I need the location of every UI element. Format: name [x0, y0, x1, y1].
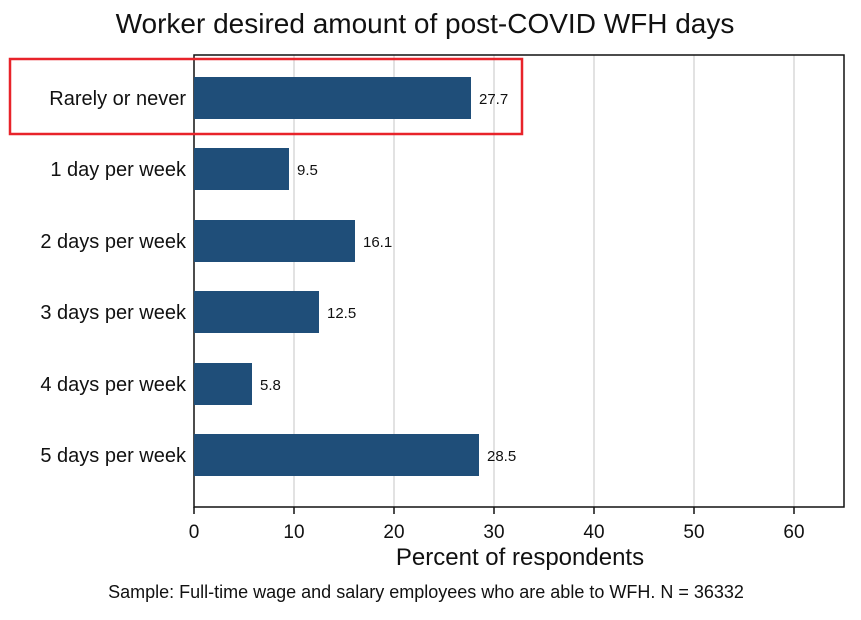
chart-title: Worker desired amount of post-COVID WFH … [116, 8, 735, 39]
bars [194, 77, 479, 476]
x-tick-label: 20 [383, 522, 404, 543]
x-tick-label: 40 [583, 522, 604, 543]
category-labels: Rarely or never 1 day per week 2 days per … [40, 88, 187, 467]
data-label: 5.8 [260, 377, 281, 394]
x-axis-ticks: 0 10 20 30 40 50 60 [189, 507, 805, 543]
bar [194, 77, 471, 119]
bar [194, 291, 319, 333]
category-label: 3 days per week [40, 302, 187, 324]
x-tick-label: 0 [189, 522, 200, 543]
bar [194, 434, 479, 476]
x-tick-label: 10 [283, 522, 304, 543]
x-tick-label: 30 [483, 522, 504, 543]
x-axis-title: Percent of respondents [396, 544, 644, 571]
bar [194, 363, 252, 405]
data-label: 28.5 [487, 448, 516, 465]
bar [194, 148, 289, 190]
category-label: 5 days per week [40, 445, 187, 467]
x-tick-label: 50 [683, 522, 704, 543]
grid-lines [293, 55, 795, 507]
category-label: 1 day per week [50, 159, 187, 181]
sample-note: Sample: Full-time wage and salary employ… [108, 582, 744, 602]
x-tick-label: 60 [783, 522, 804, 543]
highlight-box [8, 57, 524, 136]
category-label: 2 days per week [40, 231, 187, 253]
category-label: Rarely or never [49, 88, 186, 110]
data-label: 27.7 [479, 91, 508, 108]
category-label: 4 days per week [40, 374, 187, 396]
plot-frame [193, 54, 845, 508]
data-label: 9.5 [297, 162, 318, 179]
data-label: 16.1 [363, 234, 392, 251]
data-label: 12.5 [327, 305, 356, 322]
bar [194, 220, 355, 262]
data-labels: 27.7 9.5 16.1 12.5 5.8 28.5 [260, 91, 516, 465]
